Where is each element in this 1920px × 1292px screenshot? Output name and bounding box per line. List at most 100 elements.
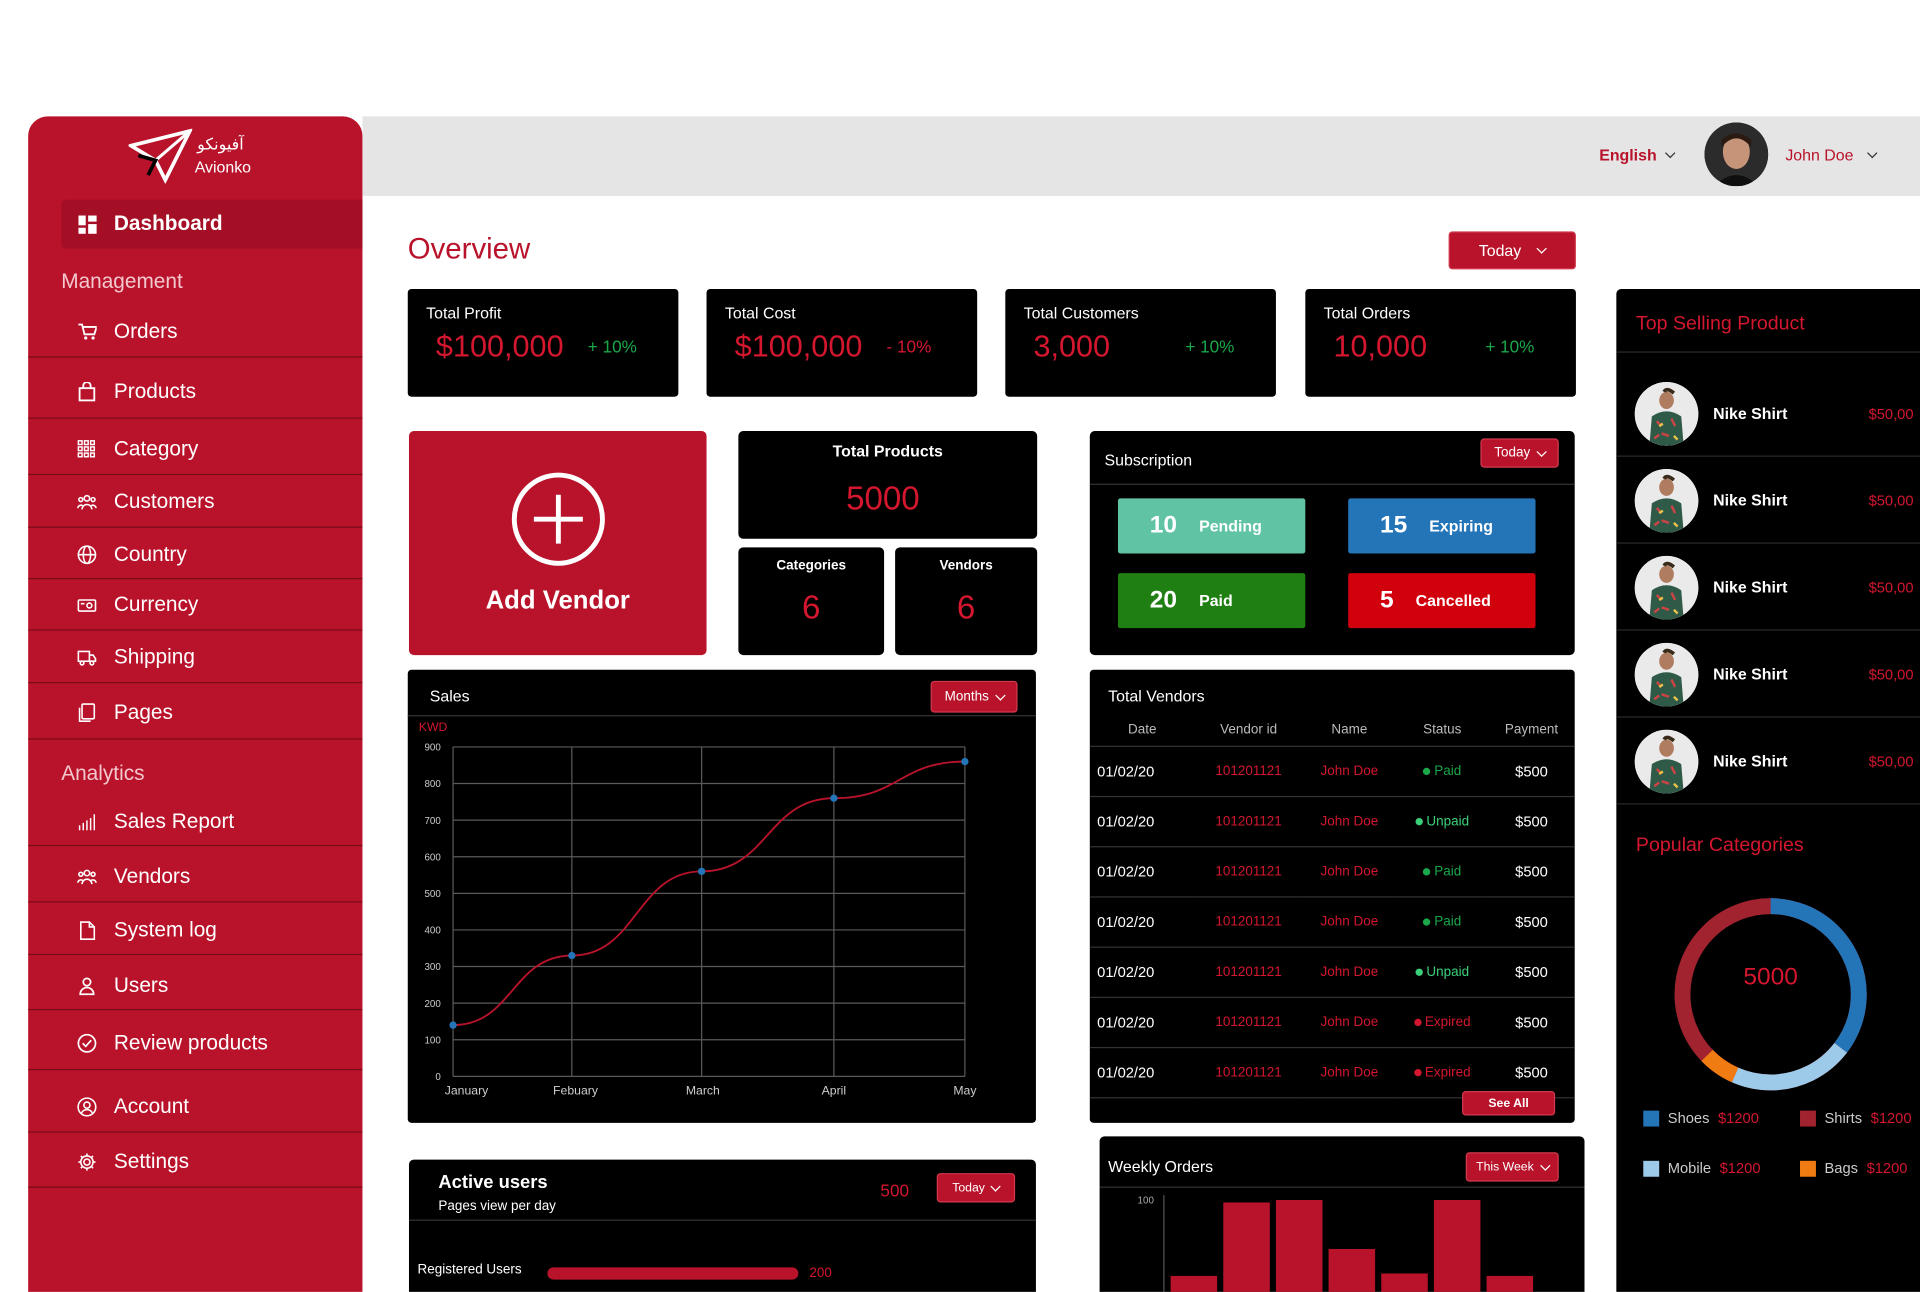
stat-title: Total Customers <box>1023 303 1139 323</box>
column-header: Vendor id <box>1194 713 1303 747</box>
cell-date: 01/02/20 <box>1089 996 1195 1048</box>
sidebar-item-settings[interactable]: Settings <box>28 1136 363 1188</box>
cell-name: John Doe <box>1302 846 1397 897</box>
subscription-expiring-pill[interactable]: 15 Expiring <box>1348 498 1536 554</box>
subscription-label: Cancelled <box>1415 591 1491 610</box>
legend-name: Shoes <box>1667 1109 1710 1127</box>
subscription-count: 15 <box>1380 511 1408 539</box>
sidebar-item-system-log[interactable]: System log <box>28 906 363 956</box>
table-row[interactable]: 01/02/20 101201121 John Doe Expired $500 <box>1089 996 1575 1048</box>
status-badge: Paid <box>1434 914 1462 929</box>
subscription-label: Expiring <box>1429 516 1493 536</box>
chevron-down-icon <box>1539 1159 1550 1171</box>
sidebar-item-pages[interactable]: Pages <box>28 686 363 740</box>
top-selling-item[interactable]: Nike Shirt $50,00 <box>1616 370 1920 457</box>
cell-date: 01/02/20 <box>1089 896 1195 948</box>
add-vendor-button[interactable]: Add Vendor <box>408 431 707 656</box>
sidebar-item-label: Orders <box>113 318 178 343</box>
cell-status: Unpaid <box>1396 795 1489 847</box>
top-selling-item[interactable]: Nike Shirt $50,00 <box>1616 544 1920 631</box>
x-tick-label: May <box>953 1084 977 1098</box>
top-selling-item[interactable]: Nike Shirt $50,00 <box>1616 457 1920 544</box>
see-all-button[interactable]: See All <box>1462 1091 1556 1116</box>
sidebar-item-sales-report[interactable]: Sales Report <box>28 797 363 847</box>
sidebar-item-customers[interactable]: Customers <box>28 478 363 528</box>
product-name: Nike Shirt <box>1713 751 1788 771</box>
subscription-label: Paid <box>1199 591 1233 610</box>
sidebar-item-label: System log <box>113 917 217 942</box>
sales-data-point <box>449 1021 457 1029</box>
sidebar-item-orders[interactable]: Orders <box>28 306 363 358</box>
stat-delta: + 10% <box>1485 336 1535 357</box>
language-selector[interactable]: English <box>1599 146 1676 164</box>
table-row[interactable]: 01/02/20 101201121 John Doe Unpaid $500 <box>1089 795 1575 847</box>
categories-card: Categories 6 <box>738 547 885 656</box>
active-users-subtitle: Pages view per day <box>438 1198 556 1214</box>
cell-status: Unpaid <box>1396 946 1489 998</box>
subscription-paid-pill[interactable]: 20 Paid <box>1117 573 1306 629</box>
sidebar-item-products[interactable]: Products <box>28 365 363 419</box>
sales-card: Sales Months KWD 0 100 200 300 400 500 600 700 8… <box>407 669 1036 1123</box>
stat-delta: + 10% <box>587 336 637 357</box>
sidebar-item-label: Vendors <box>113 864 191 888</box>
product-thumbnail <box>1634 555 1699 620</box>
subscription-period-dropdown[interactable]: Today <box>1480 438 1559 468</box>
product-price: $50,00 <box>1868 753 1914 771</box>
sales-period-dropdown[interactable]: Months <box>930 680 1018 713</box>
period-label: Today <box>952 1181 985 1195</box>
weekly-orders-ytick: 100 <box>1137 1195 1154 1207</box>
overview-period-dropdown[interactable]: Today <box>1448 231 1576 270</box>
brand-name-arabic: آفیونکو <box>197 135 244 155</box>
table-row[interactable]: 01/02/20 101201121 John Doe Paid $500 <box>1089 846 1575 897</box>
weekly-orders-bar <box>1381 1273 1428 1292</box>
avatar[interactable] <box>1704 122 1769 187</box>
status-dot-icon <box>1415 967 1423 976</box>
shopping-bag-icon <box>77 381 97 401</box>
subscription-cancelled-pill[interactable]: 5 Cancelled <box>1348 573 1536 629</box>
sidebar-item-label: Users <box>113 972 169 997</box>
chevron-down-icon <box>1664 147 1676 159</box>
active-users-card: Active users Pages view per day 500 Toda… <box>408 1159 1036 1292</box>
user-menu[interactable]: John Doe <box>1785 146 1878 164</box>
period-label: Today <box>1494 445 1531 461</box>
table-row[interactable]: 01/02/20 101201121 John Doe Paid $500 <box>1089 896 1575 948</box>
cell-status: Expired <box>1396 996 1489 1048</box>
total-products-value: 5000 <box>846 480 920 517</box>
cell-status: Expired <box>1396 1046 1489 1098</box>
sidebar-item-vendors[interactable]: Vendors <box>28 852 363 903</box>
cell-name: John Doe <box>1302 996 1397 1048</box>
sidebar-item-review-products[interactable]: Review products <box>28 1016 363 1071</box>
sidebar-item-account[interactable]: Account <box>28 1081 363 1133</box>
sales-data-point <box>568 951 576 960</box>
status-badge: Paid <box>1434 863 1462 879</box>
people-icon <box>77 867 97 887</box>
sidebar-item-category[interactable]: Category <box>28 424 363 476</box>
sidebar-item-country[interactable]: Country <box>28 530 363 580</box>
sidebar-item-shipping[interactable]: Shipping <box>28 633 363 684</box>
cell-vendor-id: 101201121 <box>1194 1046 1303 1098</box>
total-products-title: Total Products <box>832 442 943 461</box>
cell-vendor-id: 101201121 <box>1194 795 1303 847</box>
table-row[interactable]: 01/02/20 101201121 John Doe Expired $500 <box>1089 1046 1575 1098</box>
sidebar-item-label: Category <box>113 436 199 460</box>
sidebar-item-users[interactable]: Users <box>28 961 363 1011</box>
column-header: Date <box>1089 713 1195 747</box>
subscription-pending-pill[interactable]: 10 Pending <box>1117 498 1306 554</box>
see-all-label: See All <box>1488 1096 1529 1111</box>
weekly-orders-period-dropdown[interactable]: This Week <box>1465 1152 1559 1182</box>
legend-swatch <box>1800 1160 1816 1177</box>
stat-value: $100,000 <box>734 329 863 364</box>
total-vendors-title: Total Vendors <box>1108 686 1205 706</box>
top-selling-item[interactable]: Nike Shirt $50,00 <box>1616 631 1920 718</box>
sidebar-item-dashboard[interactable]: Dashboard <box>61 199 363 249</box>
active-users-period-dropdown[interactable]: Today <box>936 1173 1016 1203</box>
table-row[interactable]: 01/02/20 101201121 John Doe Unpaid $500 <box>1089 946 1575 998</box>
top-selling-item[interactable]: Nike Shirt $50,00 <box>1616 718 1920 805</box>
stat-card-total-customers: Total Customers 3,000 + 10% <box>1005 288 1276 397</box>
sidebar-item-currency[interactable]: Currency <box>28 580 363 631</box>
legend-value: $1200 <box>1719 1159 1761 1177</box>
sales-data-point <box>830 794 838 802</box>
table-row[interactable]: 01/02/20 101201121 John Doe Paid $500 <box>1089 745 1575 797</box>
top-selling-title: Top Selling Product <box>1635 313 1805 335</box>
weekly-orders-bar <box>1223 1202 1270 1292</box>
